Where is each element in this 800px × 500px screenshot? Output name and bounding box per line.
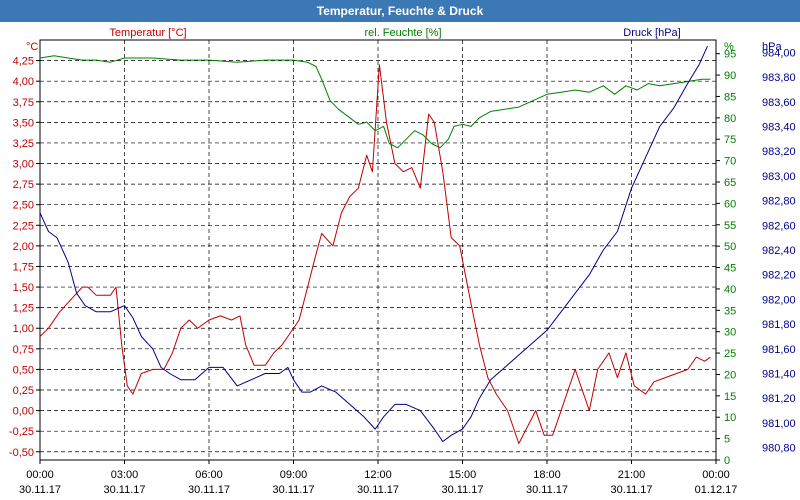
tick-label-time: 12:00 (364, 469, 392, 481)
tick-label-humidity: 60 (724, 198, 736, 210)
tick-label-time: 00:00 (702, 469, 730, 481)
tick-label-date: 30.11.17 (526, 484, 568, 496)
tick-label-date: 30.11.17 (19, 484, 61, 496)
tick-label-temperature: 3,50 (13, 117, 34, 129)
tick-label-pressure: 982,20 (762, 270, 796, 282)
tick-label-humidity: 50 (724, 241, 736, 253)
tick-label-humidity: 90 (724, 70, 736, 82)
tick-label-time: 21:00 (618, 469, 646, 481)
tick-label-temperature: 3,25 (13, 138, 34, 150)
tick-label-pressure: 983,40 (762, 121, 796, 133)
tick-label-temperature: 4,00 (13, 76, 34, 88)
legend-humidity: rel. Feuchte [%] (364, 27, 441, 39)
tick-label-time: 00:00 (26, 469, 54, 481)
legend-pressure: Druck [hPa] (623, 27, 680, 39)
unit-humidity: % (724, 41, 734, 53)
tick-label-temperature: 2,50 (13, 200, 34, 212)
tick-label-pressure: 982,40 (762, 245, 796, 257)
unit-temperature: °C (26, 41, 38, 53)
tick-label-temperature: 1,50 (13, 282, 34, 294)
tick-label-date: 30.11.17 (441, 484, 483, 496)
tick-label-temperature: -0,50 (9, 447, 34, 459)
tick-label-humidity: 0 (724, 455, 730, 467)
tick-label-temperature: 3,00 (13, 159, 34, 171)
tick-label-pressure: 982,80 (762, 196, 796, 208)
tick-label-pressure: 983,20 (762, 146, 796, 158)
legend-temperature: Temperatur [°C] (109, 27, 186, 39)
tick-label-time: 15:00 (449, 469, 477, 481)
series-layer (39, 45, 711, 444)
tick-label-pressure: 981,60 (762, 344, 796, 356)
tick-label-temperature: 0,25 (13, 385, 34, 397)
tick-label-humidity: 20 (724, 369, 736, 381)
tick-label-temperature: 2,25 (13, 220, 34, 232)
tick-label-pressure: 981,20 (762, 393, 796, 405)
tick-label-date: 30.11.17 (357, 484, 399, 496)
tick-label-humidity: 10 (724, 412, 736, 424)
tick-label-date: 30.11.17 (610, 484, 652, 496)
tick-label-temperature: 2,75 (13, 179, 34, 191)
axis-labels: -0,50 -0,25 0,00 0,25 0,50 0,75 1,00 1,25 1,50 1,… (9, 27, 796, 496)
tick-label-pressure: 983,00 (762, 171, 796, 183)
tick-label-date: 30.11.17 (272, 484, 314, 496)
tick-label-pressure: 981,40 (762, 369, 796, 381)
tick-label-temperature: 0,50 (13, 364, 34, 376)
tick-label-temperature: 1,75 (13, 261, 34, 273)
tick-label-humidity: 85 (724, 91, 736, 103)
tick-label-temperature: 2,00 (13, 241, 34, 253)
tick-label-pressure: 981,80 (762, 319, 796, 331)
tick-label-time: 03:00 (111, 469, 139, 481)
tick-label-time: 09:00 (280, 469, 308, 481)
tick-label-pressure: 984,00 (762, 47, 796, 59)
tick-label-humidity: 45 (724, 263, 736, 275)
tick-label-temperature: 0,75 (13, 344, 34, 356)
humidity-line (39, 55, 711, 149)
tick-label-pressure: 981,00 (762, 418, 796, 430)
chart: -0,50 -0,25 0,00 0,25 0,50 0,75 1,00 1,25 1,50 1,… (9, 27, 796, 496)
tick-label-humidity: 80 (724, 113, 736, 125)
tick-label-humidity: 25 (724, 348, 736, 360)
tick-label-temperature: 1,00 (13, 323, 34, 335)
tick-label-humidity: 75 (724, 134, 736, 146)
tick-label-pressure: 982,00 (762, 294, 796, 306)
chart-title: Temperatur, Feuchte & Druck (0, 0, 800, 22)
tick-label-temperature: -0,25 (9, 426, 34, 438)
tick-label-temperature: 4,25 (13, 56, 34, 68)
tick-label-date: 01.12.17 (695, 484, 738, 496)
tick-label-humidity: 30 (724, 327, 736, 339)
tick-label-humidity: 40 (724, 284, 736, 296)
tick-label-temperature: 1,25 (13, 303, 34, 315)
pressure-line (39, 45, 708, 442)
temperature-line (39, 64, 711, 444)
tick-label-pressure: 983,60 (762, 97, 796, 109)
tick-label-humidity: 65 (724, 177, 736, 189)
tick-label-time: 06:00 (195, 469, 223, 481)
tick-label-humidity: 70 (724, 156, 736, 168)
tick-label-date: 30.11.17 (103, 484, 145, 496)
tick-label-time: 18:00 (533, 469, 561, 481)
tick-label-pressure: 982,60 (762, 220, 796, 232)
tick-label-temperature: 3,75 (13, 97, 34, 109)
tick-label-pressure: 983,80 (762, 72, 796, 84)
tick-label-humidity: 55 (724, 220, 736, 232)
tick-label-date: 30.11.17 (188, 484, 230, 496)
tick-label-humidity: 15 (724, 391, 736, 403)
tick-label-pressure: 980,80 (762, 443, 796, 455)
tick-label-temperature: 0,00 (13, 406, 34, 418)
tick-label-humidity: 35 (724, 305, 736, 317)
tick-label-humidity: 5 (724, 434, 730, 446)
unit-pressure: hPa (762, 41, 782, 53)
tick-label-humidity: 95 (724, 49, 736, 61)
